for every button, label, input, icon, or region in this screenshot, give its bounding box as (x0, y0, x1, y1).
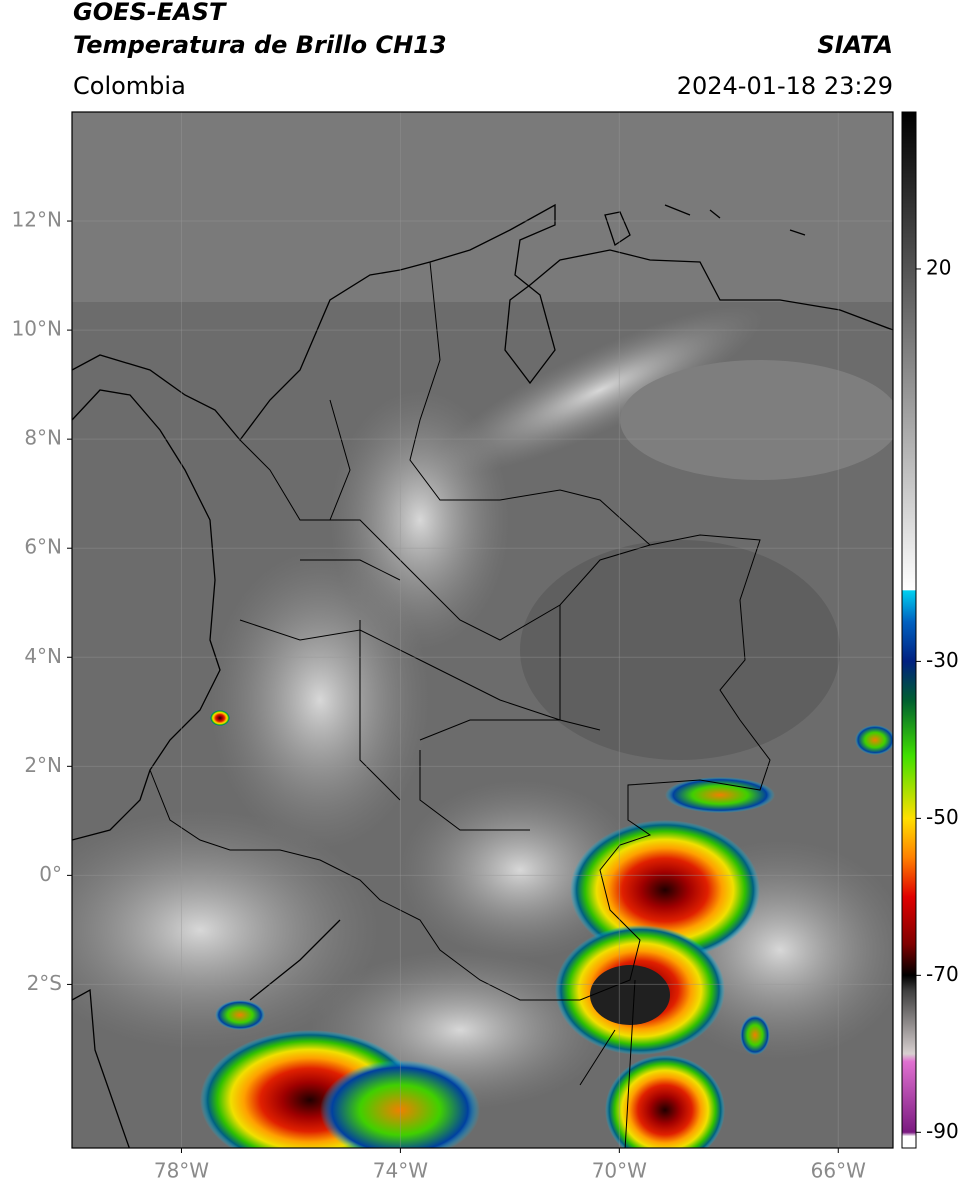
national-border (409, 261, 651, 546)
pacific-coastline (72, 389, 221, 841)
convective-cell (210, 710, 230, 726)
y-tick-label: 10°N (12, 317, 62, 341)
cloud (620, 360, 893, 480)
coastlines (72, 203, 893, 1148)
cloud (72, 810, 380, 1050)
islands (604, 204, 806, 247)
convective-cell (605, 1055, 725, 1148)
y-tick-label: 12°N (12, 208, 62, 232)
convective-cell (215, 1000, 265, 1030)
cloud-layer (72, 112, 893, 302)
convective-cell (320, 1060, 480, 1148)
cloud (435, 305, 765, 475)
convective-cell (665, 777, 775, 813)
map-frame (71, 111, 894, 1149)
convective-core (590, 965, 670, 1025)
graticule (67, 112, 893, 1153)
x-tick-label: 66°W (811, 1159, 866, 1183)
x-tick-label: 78°W (154, 1159, 209, 1183)
title: GOES-EAST (73, 0, 227, 26)
y-tick-label: 2°S (27, 971, 62, 995)
region: Colombia (73, 72, 186, 100)
y-tick-label: 2°N (24, 753, 62, 777)
satellite-image (72, 112, 893, 1148)
y-tick-label: 0° (39, 862, 62, 886)
y-tick-label: 4°N (24, 644, 62, 668)
cloud (210, 550, 430, 850)
convective-cell (855, 725, 893, 755)
x-tick-label: 70°W (592, 1159, 647, 1183)
y-tick-label: 8°N (24, 426, 62, 450)
coastline (72, 919, 341, 1148)
department-border (239, 399, 636, 1148)
source: SIATA (817, 31, 893, 59)
subtitle: Temperatura de Brillo CH13 (73, 31, 447, 59)
x-tick-label: 74°W (373, 1159, 428, 1183)
datetime: 2024-01-18 23:29 (677, 72, 893, 100)
borders (149, 261, 771, 1148)
colorbar-scale (901, 111, 917, 1149)
convective-cell (740, 1015, 770, 1055)
colorbar: 20 -30 -50 -70 -90 (901, 111, 959, 1149)
colorbar-tick-label: -50 (926, 805, 959, 829)
convective-cell (570, 820, 760, 960)
colorbar-tick-label: -70 (926, 962, 959, 986)
y-tick-label: 6°N (24, 535, 62, 559)
national-border (149, 439, 771, 1001)
colorbar-tick-label: 20 (926, 255, 951, 279)
clear-area (520, 540, 840, 760)
colorbar-tick-label: -90 (926, 1119, 959, 1143)
coastline (72, 203, 893, 442)
colorbar-tick-label: -30 (926, 648, 959, 672)
